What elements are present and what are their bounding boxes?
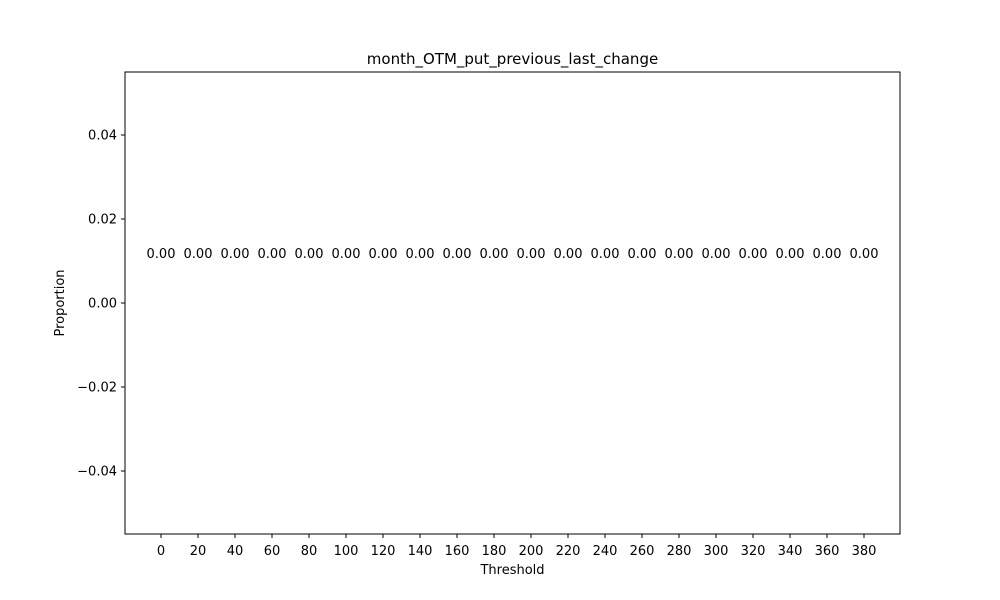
bar-value-label: 0.00 [480,247,509,262]
x-tick-label: 0 [157,544,165,559]
bar-value-label: 0.00 [295,247,324,262]
bar-value-label: 0.00 [332,247,361,262]
bar-value-label: 0.00 [147,247,176,262]
y-tick-label: 0.04 [88,129,117,144]
x-tick-label: 20 [190,544,207,559]
bar-value-label: 0.00 [554,247,583,262]
bar-value-label: 0.00 [184,247,213,262]
x-tick-label: 180 [482,544,507,559]
x-tick-label: 220 [556,544,581,559]
data-labels-group: 0.00 0.00 0.00 0.00 0.00 0.00 0.00 0.00 0.00 0.00… [147,247,879,262]
x-tick-label: 260 [630,544,655,559]
x-tick-label: 340 [778,544,803,559]
bar-value-label: 0.00 [702,247,731,262]
x-tick-label: 160 [445,544,470,559]
x-tick-label: 200 [519,544,544,559]
x-axis-label: Threshold [479,563,544,578]
bar-value-label: 0.00 [850,247,879,262]
x-tick-label: 280 [667,544,692,559]
x-tick-label: 80 [301,544,318,559]
x-tick-label: 320 [741,544,766,559]
x-tick-label: 100 [334,544,359,559]
x-tick-label: 360 [815,544,840,559]
bar-value-label: 0.00 [628,247,657,262]
y-tick-label: 0.00 [88,297,117,312]
x-tick-label: 120 [371,544,396,559]
y-axis-label: Proportion [53,269,68,336]
bar-value-label: 0.00 [258,247,287,262]
x-tick-label: 40 [227,544,244,559]
bar-value-label: 0.00 [369,247,398,262]
bar-value-label: 0.00 [406,247,435,262]
x-tick-label: 60 [264,544,281,559]
bar-value-label: 0.00 [591,247,620,262]
x-tick-label: 300 [704,544,729,559]
bar-value-label: 0.00 [443,247,472,262]
y-tick-label: −0.04 [77,465,117,480]
plot-frame [124,71,901,535]
bar-value-label: 0.00 [739,247,768,262]
chart-title: month_OTM_put_previous_last_change [367,50,658,69]
x-tick-label: 140 [408,544,433,559]
x-tick-label: 380 [852,544,877,559]
y-axis: −0.04 −0.02 0.00 0.02 0.04 [77,129,125,480]
bar-value-label: 0.00 [221,247,250,262]
bar-value-label: 0.00 [776,247,805,262]
y-tick-label: −0.02 [77,381,117,396]
bar-value-label: 0.00 [813,247,842,262]
x-tick-label: 240 [593,544,618,559]
bar-value-label: 0.00 [517,247,546,262]
x-axis: 0 20 40 60 80 100 120 140 160 180 200 220 240 260 280 3… [157,534,877,559]
y-tick-label: 0.02 [88,213,117,228]
bar-value-label: 0.00 [665,247,694,262]
